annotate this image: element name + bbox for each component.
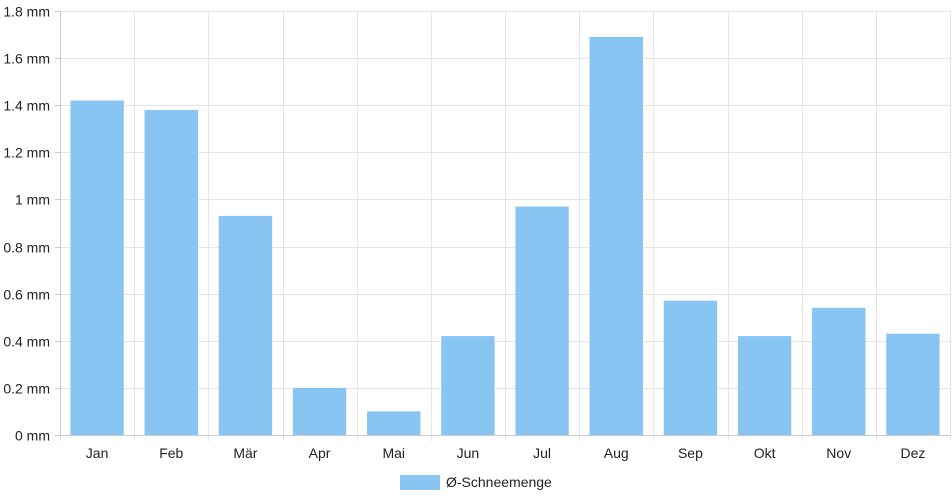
- bar-apr[interactable]: [292, 387, 347, 435]
- bar-dez[interactable]: [886, 333, 940, 435]
- bar-okt[interactable]: [737, 336, 792, 435]
- x-tick-label: Jun: [457, 445, 480, 461]
- x-tick-label: Mai: [382, 445, 405, 461]
- x-tick-label: Apr: [309, 445, 331, 461]
- y-tick-label: 1.8 mm: [3, 4, 50, 20]
- y-tick-label: 0.8 mm: [3, 240, 50, 256]
- x-tick-labels: Jan Feb Mär Apr Mai Jun Jul Aug Sep Okt Nov Dez: [86, 445, 926, 461]
- bars: [70, 36, 940, 436]
- bar-nov[interactable]: [812, 307, 866, 435]
- axes: [55, 11, 950, 436]
- y-tick-label: 0 mm: [15, 428, 50, 444]
- bar-mai[interactable]: [367, 411, 421, 435]
- x-tick-label: Nov: [826, 445, 851, 461]
- y-tick-label: 1.6 mm: [3, 51, 50, 67]
- bar-sep[interactable]: [663, 300, 718, 435]
- y-tick-label: 1 mm: [15, 192, 50, 208]
- x-tick-label: Feb: [159, 445, 183, 461]
- bar-jul[interactable]: [515, 206, 569, 435]
- bar-mär[interactable]: [218, 215, 273, 435]
- bar-jun[interactable]: [441, 336, 495, 435]
- legend-label: Ø-Schneemenge: [446, 474, 552, 490]
- y-tick-label: 1.2 mm: [3, 145, 50, 161]
- legend[interactable]: Ø-Schneemenge: [400, 474, 552, 490]
- x-tick-label: Mär: [233, 445, 257, 461]
- y-tick-labels: 0 mm 0.2 mm 0.4 mm 0.6 mm 0.8 mm 1 mm 1.2 mm 1.…: [3, 4, 50, 444]
- x-tick-label: Jan: [86, 445, 109, 461]
- y-tick-label: 0.6 mm: [3, 287, 50, 303]
- y-tick-label: 0.4 mm: [3, 334, 50, 350]
- y-tick-label: 1.4 mm: [3, 98, 50, 114]
- bar-jan[interactable]: [70, 100, 124, 435]
- x-tick-label: Dez: [900, 445, 925, 461]
- x-tick-label: Okt: [754, 445, 776, 461]
- bar-aug[interactable]: [589, 36, 643, 435]
- bar-feb[interactable]: [144, 109, 198, 436]
- x-tick-label: Jul: [533, 445, 551, 461]
- legend-swatch-icon: [400, 475, 440, 490]
- y-tick-label: 0.2 mm: [3, 381, 50, 397]
- x-tick-label: Sep: [678, 445, 703, 461]
- x-tick-label: Aug: [604, 445, 629, 461]
